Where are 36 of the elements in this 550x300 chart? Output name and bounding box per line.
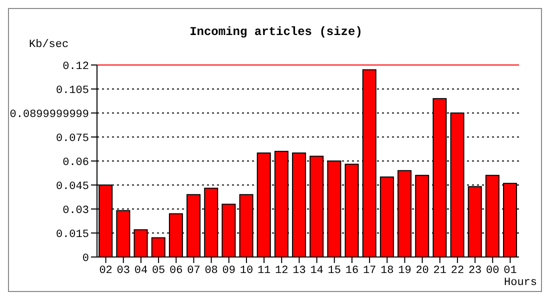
x-tick-label: 03 [116, 264, 130, 277]
x-tick-label: 09 [222, 264, 236, 277]
x-tick-label: 00 [486, 264, 500, 277]
y-axis-title: Kb/sec [29, 39, 69, 51]
x-tick-label: 19 [398, 264, 412, 277]
x-tick-label: 17 [362, 264, 376, 277]
x-tick-label: 11 [257, 264, 272, 277]
y-tick-label: 0 [82, 252, 89, 265]
x-axis-title: Hours [504, 277, 538, 289]
x-tick-label: 02 [99, 264, 112, 277]
x-tick-label: 01 [504, 264, 518, 277]
x-tick-label: 21 [433, 264, 447, 277]
x-tick-label: 20 [416, 264, 429, 277]
x-tick-label: 06 [170, 264, 183, 277]
x-tick-label: 14 [310, 264, 324, 277]
x-tick-label: 16 [345, 264, 359, 277]
x-tick-label: 08 [204, 264, 218, 277]
x-tick-label: 07 [187, 264, 200, 277]
y-tick-label: 0.12 [62, 60, 89, 73]
y-tick-label: 0.105 [56, 84, 89, 97]
x-tick-label: 22 [450, 264, 464, 277]
x-tick-label: 23 [468, 264, 482, 277]
x-tick-label: 18 [380, 264, 394, 277]
y-tick-label: 0.03 [62, 204, 89, 217]
y-tick-label: 0.075 [56, 132, 89, 145]
x-tick-label: 10 [240, 264, 254, 277]
x-tick-label: 15 [328, 264, 341, 277]
y-tick-label: 0.0899999999 [10, 108, 89, 121]
x-tick-label: 04 [134, 264, 148, 277]
y-tick-label: 0.06 [62, 156, 89, 169]
x-tick-label: 13 [292, 264, 306, 277]
y-tick-label: 0.045 [56, 180, 89, 193]
y-tick-label: 0.015 [56, 228, 89, 241]
chart-title: Incoming articles (size) [188, 25, 364, 39]
x-tick-label: 12 [275, 264, 288, 277]
x-tick-label: 05 [152, 264, 166, 277]
